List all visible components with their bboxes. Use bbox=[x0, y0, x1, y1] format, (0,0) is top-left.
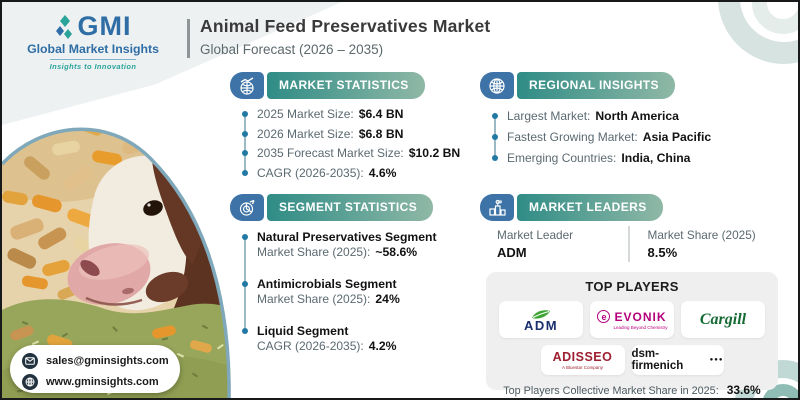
market-share-value: 8.5% bbox=[647, 245, 678, 260]
top-players-footer: Top Players Collective Market Share in 2… bbox=[503, 383, 761, 397]
top-players-panel: TOP PLAYERS ADM e EVONIK Leading Beyond … bbox=[486, 272, 778, 397]
dsm-dots-icon: ●●● bbox=[709, 357, 724, 363]
section-title-market-leaders: MARKET LEADERS bbox=[517, 194, 663, 221]
section-title-segment-statistics: SEGMENT STATISTICS bbox=[267, 194, 434, 221]
section-title-market-statistics: MARKET STATISTICS bbox=[267, 72, 425, 99]
player-card-evonik: e EVONIK Leading Beyond Chemistry bbox=[590, 301, 674, 338]
bullet-dot-icon bbox=[242, 233, 248, 240]
regional-insights-icon bbox=[480, 72, 514, 99]
market-share-label: Market Share (2025) bbox=[647, 228, 756, 242]
section-header-segment-statistics: SEGMENT STATISTICS bbox=[230, 194, 434, 221]
market-leaders-icon bbox=[480, 194, 514, 221]
leaders-divider bbox=[628, 226, 630, 262]
top-players-title: TOP PLAYERS bbox=[585, 279, 679, 294]
page-subtitle: Global Forecast (2026 – 2035) bbox=[200, 42, 384, 57]
bullet-dot-icon bbox=[242, 169, 248, 176]
title-block: Animal Feed Preservatives Market Global … bbox=[200, 16, 490, 57]
market-statistics-list: 2025 Market Size: $6.4 BN 2026 Market Si… bbox=[242, 104, 460, 183]
player-card-dsm-firmenich: dsm-firmenich ●●● bbox=[631, 345, 724, 375]
globe-icon bbox=[22, 373, 38, 390]
regional-item: Fastest Growing Market: Asia Pacific bbox=[492, 126, 711, 147]
page-title: Animal Feed Preservatives Market bbox=[200, 16, 491, 36]
brand-name: Global Market Insights bbox=[27, 42, 159, 56]
player-card-cargill: Cargill bbox=[681, 301, 765, 338]
photo-arc-border bbox=[2, 127, 231, 398]
market-leaders-body: Market Leader ADM Market Share (2025) 8.… bbox=[497, 226, 773, 262]
regional-item: Emerging Countries: India, China bbox=[492, 148, 711, 169]
stat-item: 2026 Market Size: $6.8 BN bbox=[242, 124, 460, 144]
market-leader-label: Market Leader bbox=[497, 228, 574, 242]
brand-logo-text: GMI bbox=[77, 11, 132, 41]
contact-card: sales@gminsights.com www.gminsights.com bbox=[10, 345, 180, 393]
segment-item: Liquid Segment CAGR (2026-2035): 4.2% bbox=[242, 323, 437, 354]
bullet-dot-icon bbox=[492, 112, 498, 119]
market-statistics-timeline bbox=[244, 114, 246, 172]
section-header-market-statistics: MARKET STATISTICS bbox=[230, 72, 425, 99]
adm-leaf-icon bbox=[532, 309, 550, 319]
segment-statistics-icon bbox=[230, 194, 264, 221]
bullet-dot-icon bbox=[492, 155, 498, 162]
segment-item: Natural Preservatives Segment Market Sha… bbox=[242, 229, 437, 260]
contact-email[interactable]: sales@gminsights.com bbox=[22, 352, 180, 369]
bullet-dot-icon bbox=[242, 327, 248, 334]
evonik-e-icon: e bbox=[597, 310, 611, 323]
segment-statistics-list: Natural Preservatives Segment Market Sha… bbox=[242, 229, 437, 370]
market-statistics-icon bbox=[230, 72, 264, 99]
bullet-dot-icon bbox=[242, 150, 248, 157]
market-leader-value: ADM bbox=[497, 245, 527, 260]
stat-item: CAGR (2026-2035): 4.6% bbox=[242, 163, 460, 183]
bullet-dot-icon bbox=[242, 130, 248, 137]
regional-item: Largest Market: North America bbox=[492, 105, 711, 126]
contact-website[interactable]: www.gminsights.com bbox=[22, 373, 180, 390]
email-icon bbox=[22, 352, 38, 369]
stat-item: 2025 Market Size: $6.4 BN bbox=[242, 104, 460, 124]
regional-insights-list: Largest Market: North America Fastest Gr… bbox=[492, 105, 711, 169]
bullet-dot-icon bbox=[492, 133, 498, 140]
brand-logo: GMI Global Market Insights Insights to I… bbox=[18, 11, 168, 74]
brand-tagline: Insights to Innovation bbox=[49, 59, 137, 71]
bullet-dot-icon bbox=[242, 280, 248, 287]
player-card-adisseo: ADISSEO A Bluestar Company bbox=[540, 345, 625, 375]
gmi-diamond-icon bbox=[55, 14, 72, 39]
bullet-dot-icon bbox=[242, 110, 248, 117]
player-card-adm: ADM bbox=[499, 301, 583, 338]
section-title-regional-insights: REGIONAL INSIGHTS bbox=[517, 72, 675, 99]
section-header-market-leaders: MARKET LEADERS bbox=[480, 194, 663, 221]
stat-item: 2035 Forecast Market Size: $10.2 BN bbox=[242, 143, 460, 163]
title-divider-bar bbox=[187, 19, 190, 58]
segment-item: Antimicrobials Segment Market Share (202… bbox=[242, 276, 437, 307]
section-header-regional-insights: REGIONAL INSIGHTS bbox=[480, 72, 675, 99]
